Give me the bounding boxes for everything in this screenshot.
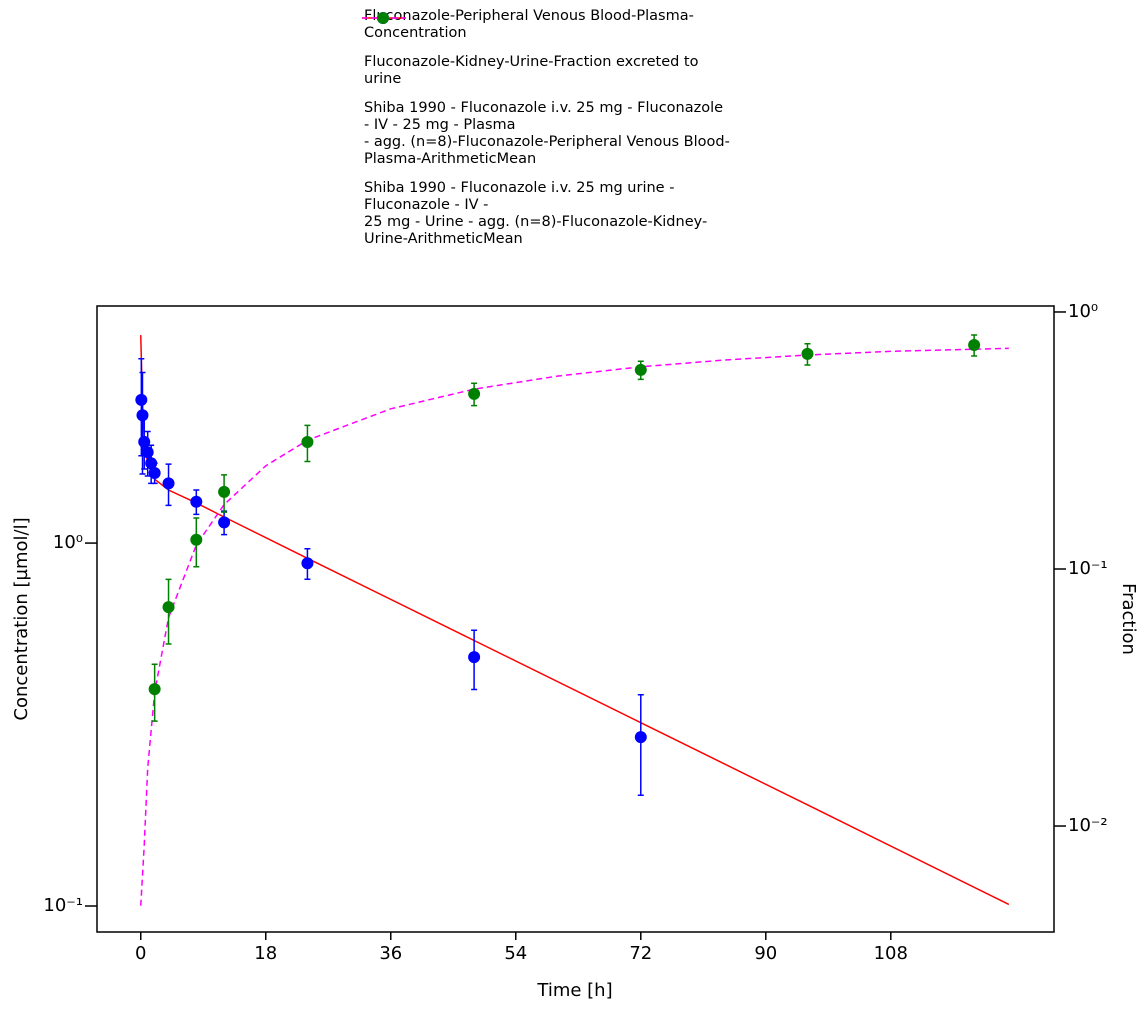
data-point xyxy=(634,363,647,376)
data-point xyxy=(968,338,981,351)
x-tick-label: 18 xyxy=(254,943,277,964)
data-point xyxy=(801,347,814,360)
legend-label: Fluconazole-Kidney-Urine-Fraction excret… xyxy=(364,54,699,87)
data-point xyxy=(301,435,314,448)
data-point xyxy=(162,477,175,490)
legend-entry: Fluconazole-Kidney-Urine-Fraction excret… xyxy=(356,17,816,88)
data-point xyxy=(162,601,175,614)
y2-axis-label: Fraction xyxy=(1118,583,1139,655)
data-point xyxy=(301,557,314,570)
line xyxy=(140,347,1009,906)
y2-tick-label: 10⁻² xyxy=(1068,815,1108,836)
x-tick-label: 54 xyxy=(504,943,527,964)
data-point xyxy=(190,533,203,546)
y2-tick-label: 10⁻¹ xyxy=(1068,558,1108,579)
x-tick-label: 0 xyxy=(135,943,146,964)
legend-entry: Shiba 1990 - Fluconazole i.v. 25 mg - Fl… xyxy=(356,12,816,168)
legend-label: Shiba 1990 - Fluconazole i.v. 25 mg - Fl… xyxy=(364,100,730,167)
y-axis-label: Concentration [µmol/l] xyxy=(11,517,32,720)
data-point xyxy=(468,387,481,400)
y2-tick-label: 10⁰ xyxy=(1068,301,1098,322)
line xyxy=(140,335,1010,906)
x-tick-label: 36 xyxy=(379,943,402,964)
legend-label: Fluconazole-Peripheral Venous Blood-Plas… xyxy=(364,8,694,41)
data-point xyxy=(135,393,148,406)
legend-symbol xyxy=(377,12,389,24)
x-tick-label: 108 xyxy=(874,943,908,964)
data-point xyxy=(148,683,161,696)
plot-frame xyxy=(96,305,1055,933)
data-point xyxy=(634,731,647,744)
y-tick-label: 10⁰ xyxy=(53,532,83,553)
x-axis-label: Time [h] xyxy=(536,980,612,1001)
legend-entry: Fluconazole-Peripheral Venous Blood-Plas… xyxy=(356,8,816,42)
x-tick-label: 72 xyxy=(629,943,652,964)
data-point xyxy=(218,516,231,529)
legend-marker xyxy=(377,12,389,24)
legend-entry: Shiba 1990 - Fluconazole i.v. 25 mg urin… xyxy=(356,12,816,248)
error-bar xyxy=(139,371,146,475)
x-tick-label: 90 xyxy=(754,943,777,964)
legend: Fluconazole-Peripheral Venous Blood-Plas… xyxy=(356,8,816,260)
data-point xyxy=(148,466,161,479)
legend-label: Shiba 1990 - Fluconazole i.v. 25 mg urin… xyxy=(364,180,708,247)
data-point xyxy=(190,495,203,508)
data-point xyxy=(218,485,231,498)
data-point xyxy=(468,651,481,664)
error-bar xyxy=(637,694,644,796)
y-tick-label: 10⁻¹ xyxy=(43,895,83,916)
